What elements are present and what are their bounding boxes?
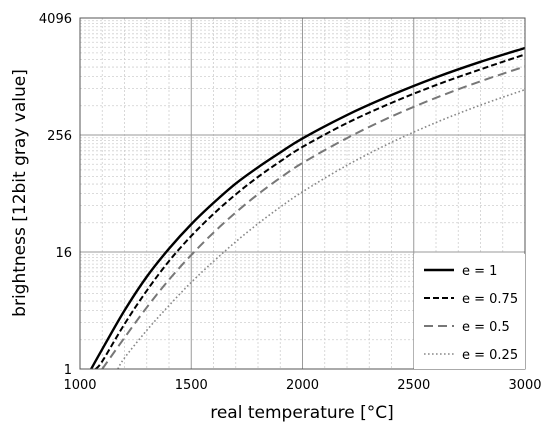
- x-axis-title: real temperature [°C]: [210, 403, 394, 423]
- plot-frame: [79, 17, 526, 370]
- y-tick-label: 4096: [39, 12, 72, 27]
- x-tick-label: 1500: [175, 378, 208, 393]
- legend-box: [414, 254, 525, 369]
- x-tick-label: 1000: [63, 378, 96, 393]
- series-line-1: [90, 46, 526, 370]
- x-tick-label: 3000: [508, 378, 541, 393]
- series-lines: [90, 46, 526, 370]
- y-axis-title: brightness [12bit gray value]: [10, 69, 30, 317]
- x-tick-label: 2500: [397, 378, 430, 393]
- x-tick-label: 2000: [286, 378, 319, 393]
- y-tick-label: 16: [55, 246, 72, 261]
- legend-label: e = 0.75: [462, 292, 518, 307]
- legend: e = 1 e = 0.75 e = 0.5 e = 0.25: [414, 254, 525, 369]
- series-line-2: [94, 53, 526, 370]
- legend-label: e = 1: [462, 264, 497, 279]
- y-tick-label: 256: [47, 129, 72, 144]
- legend-label: e = 0.5: [462, 320, 510, 335]
- series-line-3: [101, 65, 526, 370]
- tick-labels: 1000 1500 2000 2500 3000 1 16 256 4096: [39, 12, 542, 393]
- legend-label: e = 0.25: [462, 348, 518, 363]
- y-tick-label: 1: [64, 363, 72, 378]
